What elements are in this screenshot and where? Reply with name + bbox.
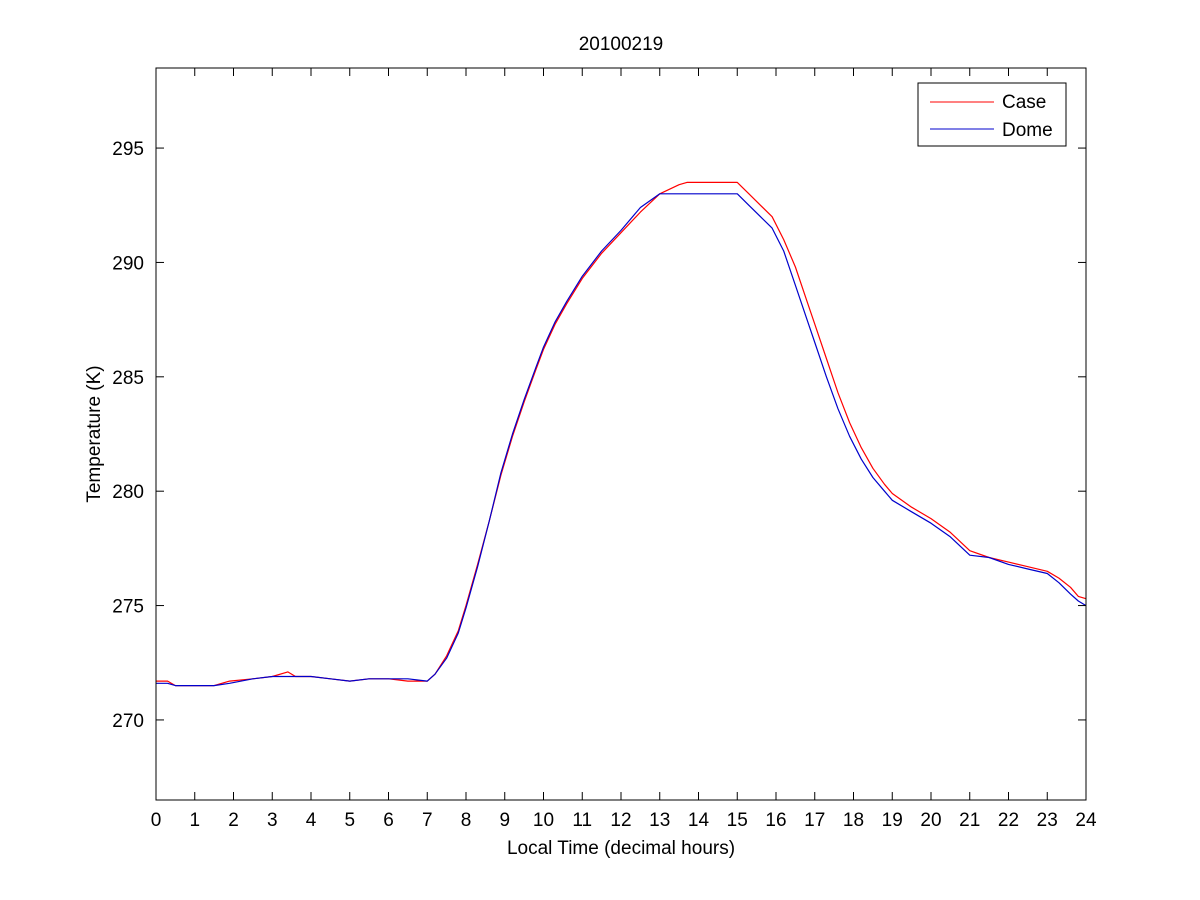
x-tick-label: 9 [499, 810, 510, 831]
x-tick-label: 14 [688, 810, 710, 831]
y-axis-label: Temperature (K) [84, 365, 105, 502]
x-tick-label: 22 [998, 810, 1019, 831]
x-tick-label: 1 [189, 810, 200, 831]
x-tick-label: 3 [267, 810, 278, 831]
series-line-dome [156, 193, 1087, 687]
x-tick-label: 0 [151, 810, 162, 831]
x-axis-label: Local Time (decimal hours) [507, 838, 735, 859]
x-tick-label: 13 [649, 810, 670, 831]
y-tick-label: 285 [112, 368, 144, 389]
series-lines [156, 181, 1087, 687]
x-tick-label: 24 [1075, 810, 1097, 831]
legend-label-case: Case [1002, 92, 1046, 113]
y-tick-label: 280 [112, 482, 144, 503]
x-tick-label: 23 [1037, 810, 1058, 831]
legend-box [917, 82, 1067, 147]
x-tick-label: 7 [422, 810, 433, 831]
x-tick-label: 15 [727, 810, 748, 831]
y-tick-label: 290 [112, 253, 144, 274]
x-tick-label: 10 [533, 810, 554, 831]
x-tick-label: 16 [765, 810, 786, 831]
chart-title: 20100219 [579, 34, 664, 55]
x-tick-label: 12 [610, 810, 631, 831]
x-tick-label: 18 [843, 810, 864, 831]
x-tick-label: 5 [344, 810, 355, 831]
x-tick-label: 6 [383, 810, 394, 831]
x-tick-label: 20 [920, 810, 941, 831]
legend: Case Dome [917, 82, 1067, 147]
x-tick-label: 11 [572, 810, 592, 831]
x-tick-label: 21 [959, 810, 980, 831]
y-tick-label: 295 [112, 139, 144, 160]
y-tick-label: 275 [112, 597, 144, 618]
x-tick-label: 8 [461, 810, 472, 831]
x-tick-label: 19 [882, 810, 903, 831]
axis-ticks: 0 1 2 3 4 5 6 7 8 9 10 11 12 13 14 15 16 17 18 19 20 21 22 23 24… [112, 68, 1097, 831]
y-tick-label: 270 [112, 711, 144, 732]
legend-label-dome: Dome [1002, 120, 1053, 141]
x-tick-label: 17 [804, 810, 825, 831]
x-tick-label: 4 [306, 810, 317, 831]
x-tick-label: 2 [228, 810, 239, 831]
